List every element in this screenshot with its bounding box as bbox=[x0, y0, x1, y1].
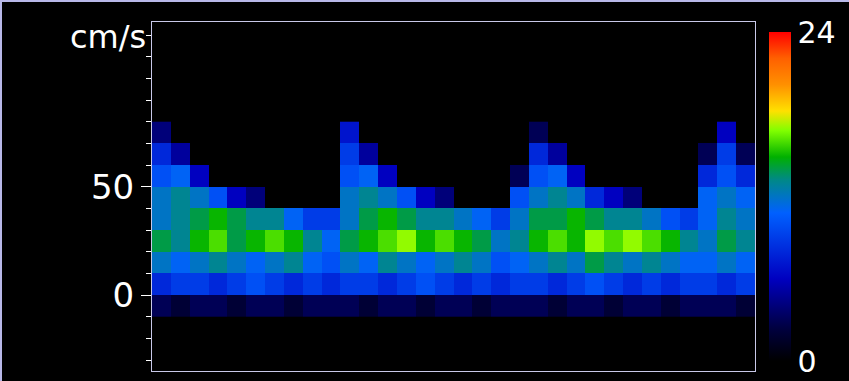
svg-text:0: 0 bbox=[113, 275, 135, 315]
svg-text:50: 50 bbox=[91, 167, 134, 207]
svg-text:0: 0 bbox=[798, 344, 817, 379]
svg-text:cm/s: cm/s bbox=[70, 18, 146, 56]
svg-text:24: 24 bbox=[798, 15, 836, 50]
